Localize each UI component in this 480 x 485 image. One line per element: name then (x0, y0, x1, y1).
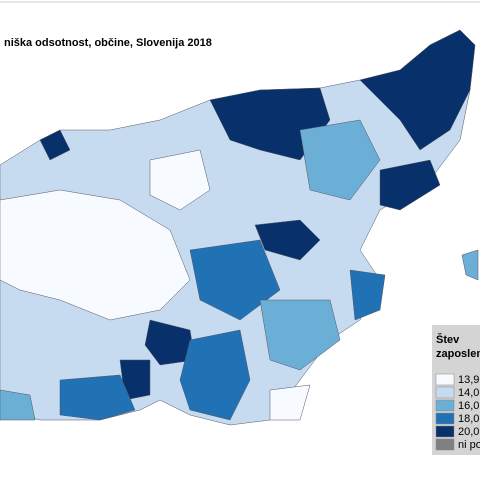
region (299, 119, 381, 201)
region (0, 189, 191, 321)
legend-swatch (435, 425, 455, 438)
region (349, 269, 386, 321)
region (149, 149, 211, 211)
region (379, 159, 441, 211)
legend-label: 13,9 a (458, 374, 480, 386)
legend-swatch (435, 438, 455, 451)
region (179, 329, 251, 421)
region (359, 29, 476, 151)
legend-label: 14,0 - (458, 387, 480, 399)
region (254, 219, 321, 261)
region (259, 299, 341, 371)
legend-label: 16,0 - (458, 400, 480, 412)
legend-title: zaposlen (436, 348, 480, 360)
legend-label: ni pod (458, 439, 480, 451)
legend-swatch (435, 386, 455, 399)
region (144, 319, 196, 366)
legend-swatch (435, 373, 455, 386)
region (0, 389, 36, 421)
region (461, 249, 479, 281)
legend-swatch (435, 412, 455, 425)
region (59, 374, 136, 421)
legend-swatch (435, 399, 455, 412)
region (269, 384, 311, 421)
map (0, 29, 479, 426)
legend-title: Štev (436, 333, 460, 346)
region (39, 129, 71, 161)
map-title: niška odsotnost, občine, Slovenija 2018 (4, 37, 212, 49)
region (189, 239, 281, 321)
legend-label: 18,0 - (458, 413, 480, 425)
legend-label: 20,0 a (458, 426, 480, 438)
legend: Štev zaposlen 13,9 a14,0 -16,0 -18,0 -20,0… (435, 333, 480, 451)
